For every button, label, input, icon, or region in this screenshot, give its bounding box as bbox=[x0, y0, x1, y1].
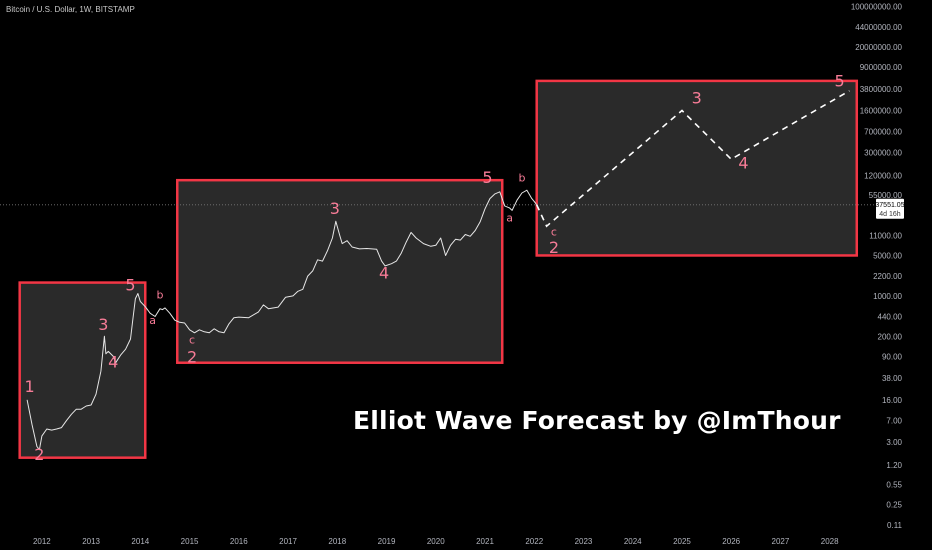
x-tick-label: 2017 bbox=[279, 537, 297, 546]
wave-box-1[interactable] bbox=[18, 281, 147, 459]
annotation-text: Elliot Wave Forecast by @ImThour bbox=[353, 406, 841, 435]
y-tick-label: 300000.00 bbox=[864, 149, 902, 158]
wave-label: a bbox=[149, 314, 156, 327]
wave-label: 5 bbox=[482, 168, 492, 187]
x-tick-label: 2015 bbox=[181, 537, 199, 546]
y-tick-label: 200.00 bbox=[878, 332, 903, 341]
wave-label: 1 bbox=[24, 377, 34, 396]
x-tick-label: 2016 bbox=[230, 537, 248, 546]
y-tick-label: 90.00 bbox=[882, 352, 903, 361]
y-tick-label: 1000.00 bbox=[873, 292, 902, 301]
y-tick-label: 9000000.00 bbox=[860, 63, 903, 72]
x-tick-label: 2028 bbox=[821, 537, 839, 546]
forecast-path-line bbox=[535, 90, 850, 228]
y-tick-label: 55000.00 bbox=[869, 191, 903, 200]
y-tick-label: 3.00 bbox=[886, 438, 902, 447]
x-tick-label: 2021 bbox=[476, 537, 494, 546]
wave-box-3[interactable] bbox=[535, 79, 859, 257]
wave-label: 4 bbox=[108, 352, 118, 371]
y-tick-label: 0.55 bbox=[886, 481, 902, 490]
x-tick-label: 2022 bbox=[525, 537, 543, 546]
wave-label: 4 bbox=[738, 153, 748, 172]
x-tick-label: 2025 bbox=[673, 537, 691, 546]
y-tick-label: 1.20 bbox=[886, 461, 902, 470]
x-tick-label: 2020 bbox=[427, 537, 445, 546]
wave-label: a bbox=[506, 211, 513, 224]
price-series-line bbox=[26, 189, 538, 451]
x-tick-label: 2023 bbox=[575, 537, 593, 546]
wave-label: 3 bbox=[692, 89, 702, 108]
y-tick-label: 38.00 bbox=[882, 374, 903, 383]
y-tick-label: 120000.00 bbox=[864, 172, 902, 181]
current-price-tag[interactable]: 37551.05 4d 16h bbox=[875, 198, 905, 219]
y-tick-label: 11000.00 bbox=[869, 232, 902, 241]
current-price-countdown: 4d 16h bbox=[879, 211, 901, 218]
x-tick-label: 2024 bbox=[624, 537, 642, 546]
y-tick-label: 44000000.00 bbox=[855, 23, 902, 32]
current-price-tag-box bbox=[876, 198, 904, 219]
wave-label: b bbox=[157, 289, 164, 302]
y-tick-label: 700000.00 bbox=[864, 127, 902, 136]
y-tick-label: 0.11 bbox=[887, 521, 903, 530]
wave-label: 5 bbox=[834, 71, 844, 90]
wave-label: 2 bbox=[187, 348, 197, 367]
x-tick-label: 2026 bbox=[722, 537, 740, 546]
wave-boxes bbox=[18, 79, 859, 459]
y-tick-label: 2200.00 bbox=[873, 272, 902, 281]
wave-label: 2 bbox=[34, 445, 44, 464]
wave-label: 2 bbox=[549, 238, 559, 257]
wave-label: 3 bbox=[330, 199, 340, 218]
x-tick-label: 2012 bbox=[33, 537, 51, 546]
wave-label: 3 bbox=[98, 315, 108, 334]
y-tick-label: 7.00 bbox=[886, 417, 902, 426]
y-axis: 100000000.00 44000000.00 20000000.00 900000… bbox=[851, 3, 903, 530]
y-tick-label: 5000.00 bbox=[873, 251, 902, 260]
current-price-value: 37551.05 bbox=[875, 202, 904, 209]
wave-label: c bbox=[551, 226, 557, 239]
y-tick-label: 1600000.00 bbox=[860, 107, 903, 116]
y-tick-label: 440.00 bbox=[878, 313, 903, 322]
x-tick-label: 2014 bbox=[131, 537, 149, 546]
wave-label: 4 bbox=[379, 263, 389, 282]
y-tick-label: 20000000.00 bbox=[855, 43, 902, 52]
x-axis: 2012 2013 2014 2015 2016 2017 2018 2019 2020 2021… bbox=[33, 537, 839, 546]
x-tick-label: 2018 bbox=[328, 537, 346, 546]
wave-label: 5 bbox=[125, 275, 135, 294]
wave-label: c bbox=[189, 334, 195, 347]
x-tick-label: 2019 bbox=[378, 537, 396, 546]
y-tick-label: 0.25 bbox=[886, 500, 902, 509]
wave-box-2[interactable] bbox=[176, 178, 504, 364]
y-tick-label: 3800000.00 bbox=[860, 85, 903, 94]
wave-label: b bbox=[518, 171, 525, 184]
x-tick-label: 2013 bbox=[82, 537, 100, 546]
y-tick-label: 16.00 bbox=[882, 396, 903, 405]
x-tick-label: 2027 bbox=[772, 537, 790, 546]
symbol-title[interactable]: Bitcoin / U.S. Dollar, 1W, BITSTAMP bbox=[6, 5, 135, 14]
y-tick-label: 100000000.00 bbox=[851, 3, 903, 12]
